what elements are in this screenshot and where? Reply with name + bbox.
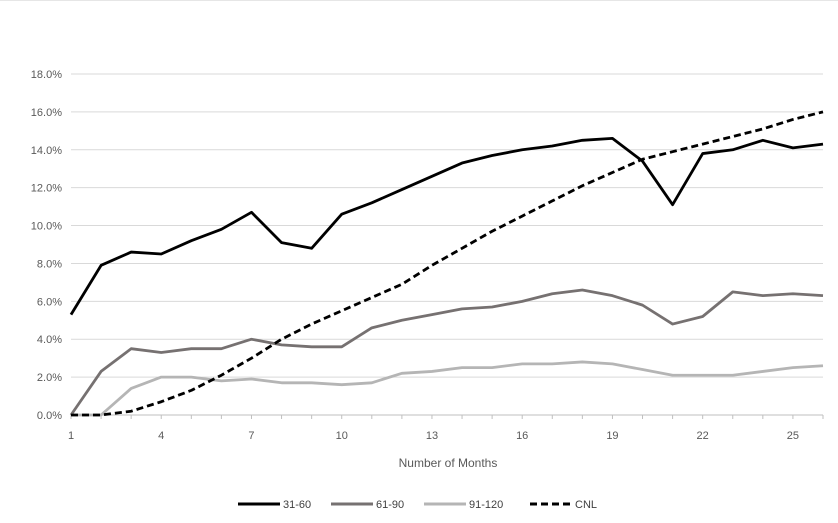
y-tick-label: 4.0% (37, 334, 62, 346)
x-tick-label: 10 (336, 430, 348, 442)
series-line-31-60 (69, 137, 824, 316)
x-tick-label: 1 (68, 430, 74, 442)
y-tick-label: 16.0% (31, 107, 62, 119)
y-tick-label: 8.0% (37, 258, 62, 270)
x-tick-label: 7 (248, 430, 254, 442)
x-tick-label: 4 (158, 430, 164, 442)
y-tick-label: 10.0% (31, 221, 62, 233)
x-tick-label: 13 (426, 430, 438, 442)
x-tick-label: 19 (606, 430, 618, 442)
x-tick-label: 22 (697, 430, 709, 442)
y-tick-label: 18.0% (31, 69, 62, 81)
legend: 31-60 61-90 91-120 CNL (238, 499, 597, 511)
series-line-cnl (71, 110, 824, 417)
y-tick-label: 12.0% (31, 183, 62, 195)
legend-label: CNL (575, 499, 597, 511)
y-tick-label: 2.0% (37, 372, 62, 384)
series-lines (69, 110, 824, 417)
legend-label: 61-90 (376, 499, 404, 511)
x-axis: 1 4 7 10 13 16 19 22 25 (68, 415, 824, 442)
legend-label: 91-120 (469, 499, 503, 511)
y-tick-label: 14.0% (31, 145, 62, 157)
y-tick-label: 0.0% (37, 410, 62, 422)
y-axis: 0.0% 2.0% 4.0% 6.0% 8.0% 10.0% 12.0% 14.0% 16.0%… (31, 69, 62, 422)
y-tick-label: 6.0% (37, 296, 62, 308)
x-tick-label: 25 (787, 430, 799, 442)
series-line-61-90 (69, 288, 824, 416)
series-line-91-120 (71, 360, 824, 417)
x-tick-label: 16 (516, 430, 528, 442)
legend-label: 31-60 (283, 499, 311, 511)
x-axis-title: Number of Months (399, 456, 498, 470)
